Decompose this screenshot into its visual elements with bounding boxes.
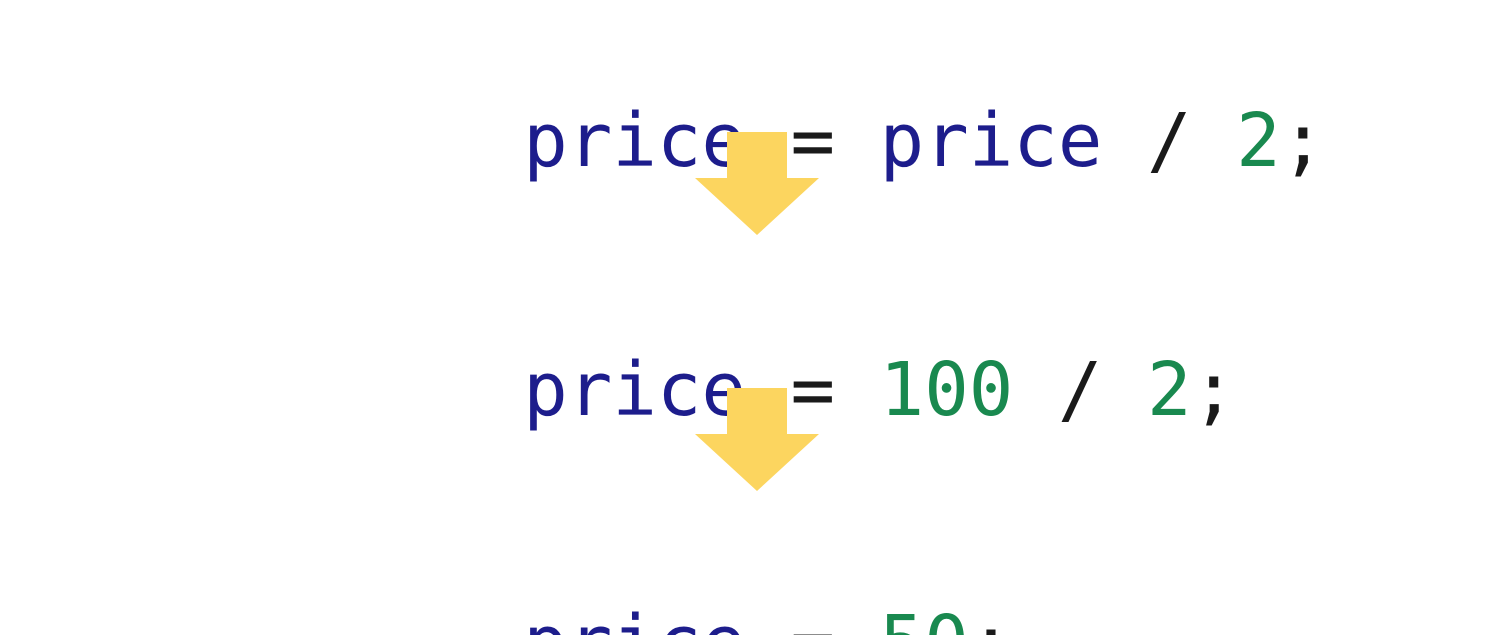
token-assignment-operator: = <box>745 347 880 433</box>
token-variable-price: price <box>523 98 746 184</box>
token-assignment-operator: = <box>746 600 880 635</box>
down-arrow-icon <box>695 132 819 235</box>
token-number-literal: 2 <box>1236 98 1281 184</box>
token-variable-price: price <box>523 600 746 635</box>
code-line-substituted-value: price = 100 / 2; <box>345 279 1236 501</box>
code-line-result: price = 50; <box>345 532 1013 635</box>
down-arrow-icon <box>695 388 819 491</box>
token-number-literal: 2 <box>1146 347 1192 433</box>
token-division-operator: / <box>1102 98 1237 184</box>
token-assignment-operator: = <box>745 98 880 184</box>
token-semicolon: ; <box>969 600 1014 635</box>
token-variable-price: price <box>879 98 1103 184</box>
token-division-operator: / <box>1013 347 1147 433</box>
code-line-original-statement: price = price / 2; <box>345 30 1325 252</box>
token-semicolon: ; <box>1280 98 1326 184</box>
token-semicolon: ; <box>1191 347 1237 433</box>
token-number-literal: 100 <box>879 347 1014 433</box>
token-variable-price: price <box>523 347 746 433</box>
token-number-literal: 50 <box>880 600 969 635</box>
